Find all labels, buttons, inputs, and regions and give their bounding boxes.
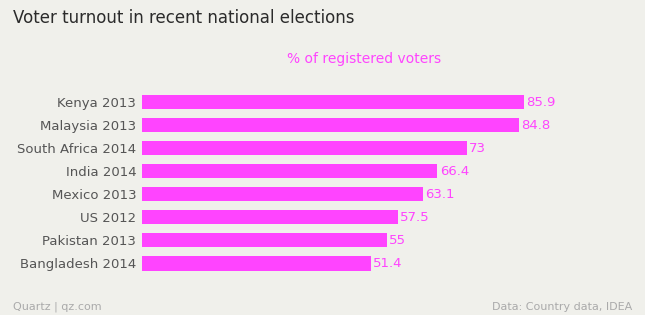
Text: 63.1: 63.1 — [425, 188, 455, 201]
Text: % of registered voters: % of registered voters — [288, 52, 441, 66]
Bar — [142, 141, 467, 155]
Bar — [142, 118, 519, 132]
Text: 84.8: 84.8 — [522, 118, 551, 132]
Text: Voter turnout in recent national elections: Voter turnout in recent national electio… — [13, 9, 354, 27]
Text: Quartz | qz.com: Quartz | qz.com — [13, 301, 101, 312]
Text: 57.5: 57.5 — [400, 211, 430, 224]
Text: 55: 55 — [389, 234, 406, 247]
Text: 85.9: 85.9 — [526, 95, 556, 109]
Text: Data: Country data, IDEA: Data: Country data, IDEA — [492, 302, 632, 312]
Bar — [142, 256, 371, 271]
Text: 66.4: 66.4 — [440, 165, 469, 178]
Bar — [142, 187, 422, 201]
Bar — [142, 95, 524, 109]
Text: 73: 73 — [469, 142, 486, 155]
Bar — [142, 164, 437, 178]
Bar — [142, 233, 387, 248]
Text: 51.4: 51.4 — [373, 257, 402, 270]
Bar — [142, 210, 398, 224]
